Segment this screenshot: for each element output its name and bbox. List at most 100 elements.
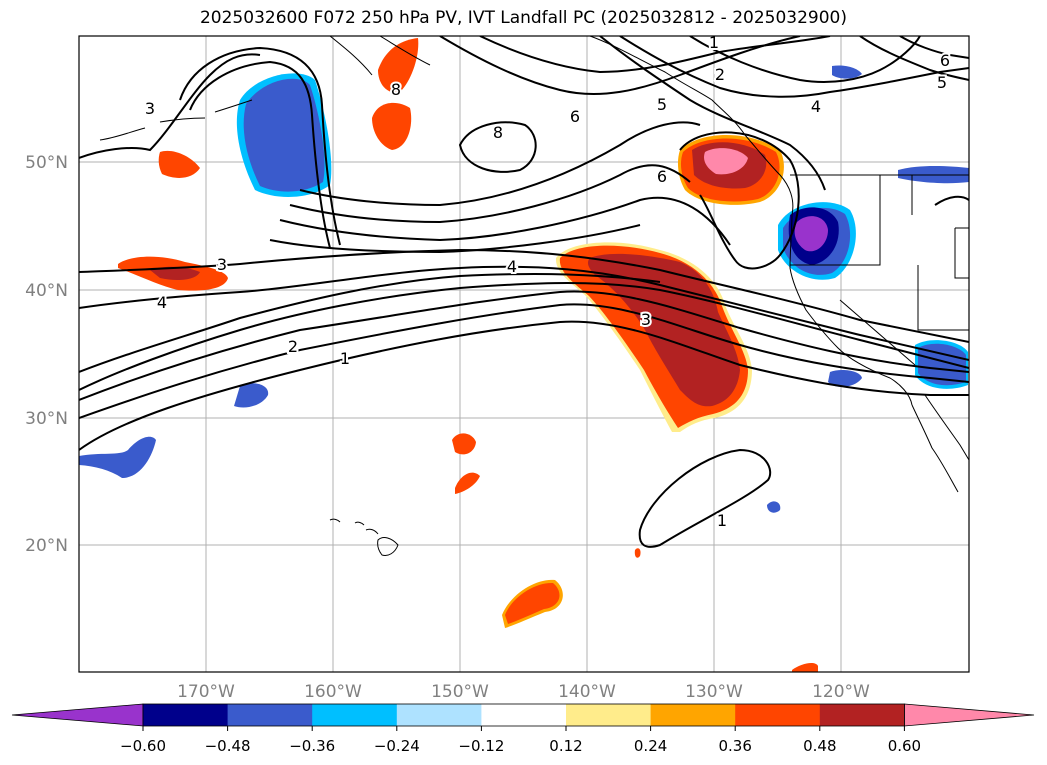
contour-loop-8	[458, 121, 537, 173]
colorbar-tick-label: 0.12	[549, 737, 582, 755]
contour-label: 3	[145, 99, 155, 118]
blue-region-socal-core	[918, 343, 966, 386]
contour-north-2	[479, 36, 831, 74]
aleutian-islands	[99, 99, 253, 141]
colorbar-segment	[566, 704, 652, 726]
us-west-coast	[789, 214, 913, 406]
contour-label: 6	[570, 107, 580, 126]
pv-contours	[79, 36, 969, 548]
contour-label: 2	[288, 337, 298, 356]
lon-label: 130°W	[685, 682, 743, 702]
contour-north-5	[599, 36, 826, 191]
colorbar-segment	[312, 704, 398, 726]
red-region-small-2	[150, 266, 200, 280]
colorbar-outline	[142, 703, 905, 727]
latitude-labels: 50°N 40°N 30°N 20°N	[25, 153, 68, 556]
colorbar-tick-label: 0.48	[803, 737, 836, 755]
orange-region-alaska-2	[372, 102, 412, 150]
lon-label: 150°W	[431, 682, 489, 702]
orange-region-south-inner	[505, 582, 560, 624]
contour-label: 5	[657, 95, 667, 114]
contour-labels: 1 2 5 4 6 8 5 6 3 6 8 3 4 4 3 2 1 1	[143, 33, 952, 532]
contour-2-arc	[79, 273, 661, 373]
colorbar-tick-label: 0.36	[718, 737, 751, 755]
contour-label: 3	[217, 255, 227, 274]
blue-region-small-1	[234, 383, 269, 408]
map-area	[79, 36, 969, 672]
colorbar-segment	[227, 704, 313, 726]
orange-region-small-5	[634, 548, 641, 558]
red-region-main	[587, 253, 740, 407]
contour-label: 1	[340, 349, 350, 368]
contour-east-6	[899, 36, 969, 59]
contour-west-outer	[179, 46, 341, 246]
contour-label: 4	[811, 97, 821, 116]
lat-label: 30°N	[25, 409, 68, 429]
colorbar-tick-label: −0.24	[374, 737, 420, 755]
blue-region-gulf-alaska-core	[243, 78, 325, 192]
contour-3-mid	[269, 224, 641, 254]
map-frame	[78, 35, 970, 673]
contour-2-north	[79, 303, 969, 419]
hawaii-islands	[329, 518, 399, 556]
colorbar-segment	[819, 704, 905, 726]
contour-3	[79, 290, 969, 401]
baja-coast	[911, 394, 969, 493]
lat-label: 20°N	[25, 536, 68, 556]
contour-loop-1-south	[638, 448, 772, 548]
colorbar-arrow-left	[11, 703, 144, 727]
colorbar-tick-label: −0.12	[458, 737, 504, 755]
contour-north-1	[439, 36, 801, 95]
contour-label: 4	[157, 293, 167, 312]
contour-label: 6	[940, 51, 950, 70]
orange-region-small-6	[792, 663, 818, 672]
contour-north-6	[619, 36, 969, 98]
colorbar-segment	[143, 704, 229, 726]
contour-label: 8	[493, 123, 503, 142]
contour-label: 4	[507, 257, 517, 276]
contour-west-inner	[189, 60, 331, 249]
orange-region-small-1	[158, 150, 200, 178]
contour-6-west	[79, 53, 261, 159]
purple-region-oregon	[794, 216, 828, 252]
contour-label: 1	[717, 511, 727, 530]
colorbar-segment	[735, 704, 821, 726]
contour-1-north	[79, 320, 969, 451]
blue-region-small-5	[832, 65, 862, 79]
lat-label: 40°N	[25, 281, 68, 301]
colorbar-tick-label: 0.60	[888, 737, 921, 755]
colorbar-tick-label: −0.36	[289, 737, 335, 755]
contour-label: 3	[641, 310, 651, 329]
colorbar-arrow-right	[904, 703, 1035, 727]
orange-region-alaska	[378, 38, 419, 93]
pink-region-bc	[704, 148, 748, 175]
lon-label: 160°W	[304, 682, 362, 702]
contour-5-mid	[289, 164, 691, 224]
coastlines	[99, 36, 969, 556]
blue-region-small-3	[828, 370, 862, 387]
colorbar-tick-label: −0.60	[120, 737, 166, 755]
lon-label: 170°W	[177, 682, 235, 702]
contour-label: 1	[709, 33, 719, 52]
contour-east-5	[859, 36, 969, 81]
contour-4-mid	[279, 196, 731, 246]
colorbar-segment	[481, 704, 567, 726]
colorbar-segment	[396, 704, 482, 726]
contour-label: 8	[391, 80, 401, 99]
colorbar-tick-label: 0.24	[634, 737, 667, 755]
contour-loop-bc	[679, 131, 800, 270]
longitude-labels: 170°W 160°W 150°W 140°W 130°W 120°W	[177, 682, 870, 702]
contour-label: 6	[657, 167, 667, 186]
orange-region-small-4	[455, 472, 480, 494]
contour-east-3	[934, 195, 969, 206]
colorbar: −0.60 −0.48 −0.36 −0.24 −0.12 0.12 0.24 0.36 0.4…	[11, 703, 1035, 755]
map-title: 2025032600 F072 250 hPa PV, IVT Landfall…	[199, 8, 847, 28]
negative-pc-regions	[79, 65, 969, 513]
lon-label: 140°W	[558, 682, 616, 702]
contour-6-mid	[299, 121, 701, 207]
contour-upper-1	[79, 282, 969, 391]
contour-north-ring	[689, 36, 921, 83]
contour-label: 5	[937, 73, 947, 92]
blue-region-small-2	[79, 436, 156, 478]
